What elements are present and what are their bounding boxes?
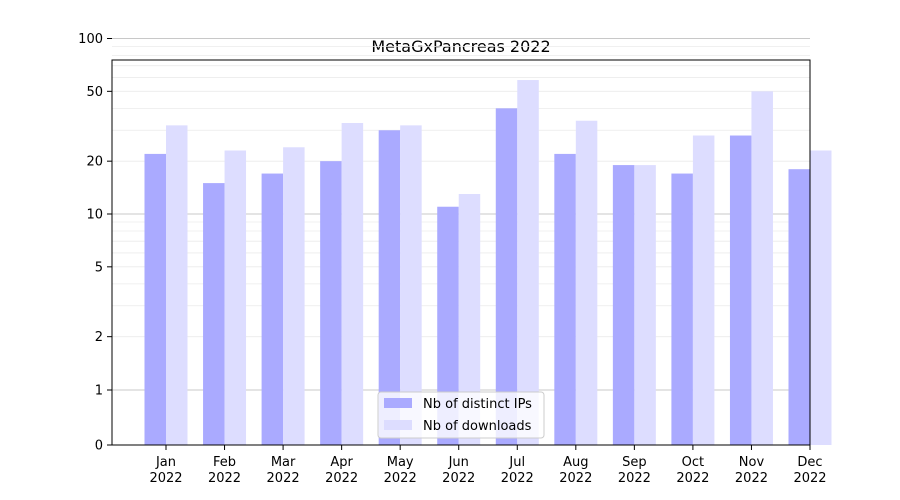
- x-tick-label-year: 2022: [384, 471, 417, 486]
- x-tick-label-month: Jan: [155, 455, 176, 470]
- y-tick-label: 10: [86, 208, 103, 223]
- x-tick-label-month: Aug: [563, 455, 588, 470]
- legend-label-downloads: Nb of downloads: [423, 419, 532, 434]
- x-tick-label-year: 2022: [501, 471, 534, 486]
- y-tick-label: 1: [95, 384, 103, 399]
- legend: Nb of distinct IPs Nb of downloads: [377, 391, 545, 439]
- bar-downloads: [692, 135, 715, 446]
- x-tick-label-month: Apr: [330, 455, 353, 470]
- bar-distinct-ips: [378, 130, 401, 446]
- legend-swatch-downloads: [384, 420, 412, 430]
- x-tick-label-month: Feb: [213, 455, 236, 470]
- x-tick-label-month: Jul: [508, 455, 525, 470]
- x-tick-label-year: 2022: [793, 471, 826, 486]
- bar-downloads: [166, 125, 188, 445]
- bar-distinct-ips: [788, 169, 810, 445]
- y-tick-label: 100: [78, 32, 103, 47]
- y-tick-label: 20: [86, 155, 103, 170]
- x-tick-label-year: 2022: [325, 471, 358, 486]
- bar-downloads: [517, 80, 539, 446]
- bar-distinct-ips: [437, 206, 459, 445]
- bar-distinct-ips: [203, 183, 225, 445]
- y-tick-label: 50: [86, 85, 103, 100]
- x-axis: Jan2022Feb2022Mar2022Apr2022May2022Jun20…: [149, 445, 827, 486]
- bar-distinct-ips: [261, 173, 284, 445]
- y-tick-label: 2: [95, 330, 103, 345]
- bar-distinct-ips: [320, 161, 342, 445]
- bar-distinct-ips: [144, 153, 166, 445]
- x-tick-label-year: 2022: [559, 471, 592, 486]
- legend-label-ips: Nb of distinct IPs: [423, 397, 532, 412]
- bar-distinct-ips: [671, 173, 693, 445]
- legend-box: [377, 391, 545, 439]
- bar-downloads: [575, 120, 598, 445]
- x-tick-label-year: 2022: [208, 471, 241, 486]
- y-tick-label: 5: [95, 260, 103, 275]
- x-tick-label-month: May: [387, 455, 414, 470]
- x-tick-label-month: Sep: [622, 455, 647, 470]
- x-tick-label-month: Oct: [682, 455, 704, 470]
- y-axis: 0 1 2 5 10 20 50 100: [78, 32, 112, 454]
- bar-downloads: [224, 150, 247, 445]
- legend-swatch-ips: [384, 398, 412, 408]
- plot-frame: [111, 59, 811, 446]
- bar-downloads: [458, 194, 481, 445]
- x-tick-label-month: Jun: [448, 455, 469, 470]
- bar-downloads: [810, 150, 832, 445]
- x-tick-label-month: Mar: [271, 455, 296, 470]
- bar-downloads: [341, 123, 364, 446]
- bar-downloads: [751, 91, 773, 446]
- x-tick-label-month: Dec: [797, 455, 822, 470]
- bar-downloads: [634, 165, 656, 446]
- bar-distinct-ips: [612, 165, 635, 446]
- bar-downloads: [283, 147, 305, 445]
- x-tick-label-year: 2022: [149, 471, 182, 486]
- x-tick-label-year: 2022: [618, 471, 651, 486]
- y-tick-label: 0: [95, 439, 103, 454]
- x-tick-label-year: 2022: [735, 471, 768, 486]
- bars: [144, 80, 832, 446]
- x-tick-label-year: 2022: [676, 471, 709, 486]
- x-tick-label-month: Nov: [739, 455, 765, 470]
- bar-distinct-ips: [554, 153, 576, 445]
- bar-distinct-ips: [495, 108, 518, 445]
- bar-downloads: [400, 125, 422, 445]
- bar-distinct-ips: [729, 135, 752, 446]
- x-tick-label-year: 2022: [267, 471, 300, 486]
- x-tick-label-year: 2022: [442, 471, 475, 486]
